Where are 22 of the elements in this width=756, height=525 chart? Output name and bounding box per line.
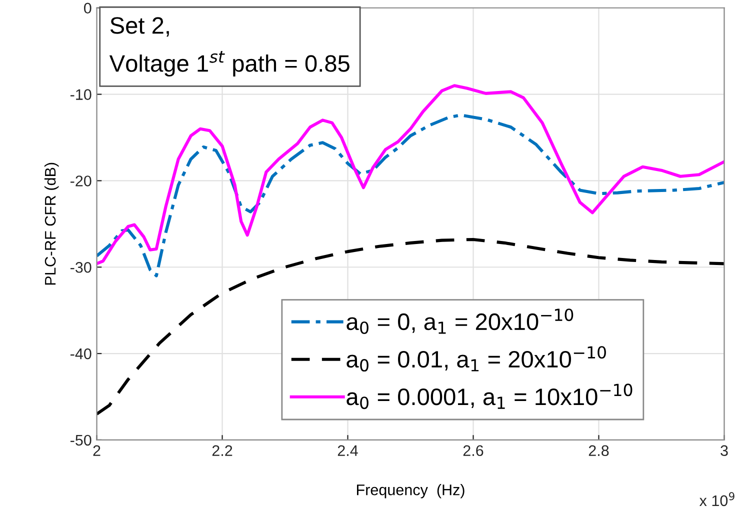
x-tick-label: 2.4 [338,445,358,456]
y-tick-label: -40 [70,348,92,360]
line-series [96,114,724,278]
y-tick-label: -20 [70,176,92,186]
y-tick-label: 0 [84,2,92,14]
legend-label: a$_{0}$ = 0.01, a$_{1}$ = 20x10$^{−10}$ [346,346,606,372]
x-tick-label: 2.8 [588,445,609,456]
x-tick-label: 3 [720,445,728,456]
x-axis-title: Frequency (Hz) [357,484,464,498]
y-axis-title: PLC-RF CFR (dB) [44,162,59,285]
annotation: Set 2, Voltage 1$^{st}$ path = 0.85 [109,17,350,77]
text: x 10$^{9}$ [699,492,734,506]
line-series [96,238,724,416]
legend-label: a$_{0}$ = 0.0001, a$_{1}$ = 10x10$^{−10}$ [346,384,632,410]
x-tick-label: 2 [93,445,100,456]
legend-label: a$_{0}$ = 0, a$_{1}$ = 20x10$^{−10}$ [346,308,574,334]
y-tick-label: -50 [70,434,92,446]
y-tick-label: -10 [70,89,92,100]
line-series [96,84,724,266]
x-tick-label: 2.6 [463,445,484,456]
y-tick-label: -30 [70,262,92,273]
x-tick-label: 2.2 [212,445,232,456]
